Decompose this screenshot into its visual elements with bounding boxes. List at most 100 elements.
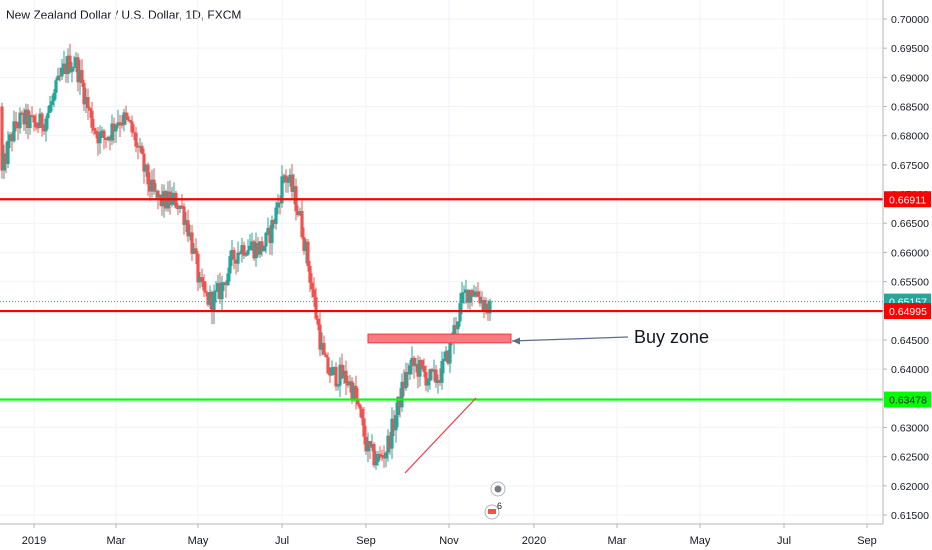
candle[interactable] [478, 290, 482, 307]
candle[interactable] [284, 169, 288, 193]
candle[interactable] [358, 403, 362, 418]
candle[interactable] [260, 236, 264, 257]
candle[interactable] [468, 289, 472, 310]
candle[interactable] [202, 274, 206, 298]
candle[interactable] [488, 298, 492, 322]
candle[interactable] [10, 131, 14, 152]
candle[interactable] [300, 200, 304, 240]
candle[interactable] [396, 396, 400, 428]
candle[interactable] [426, 378, 430, 393]
candle[interactable] [218, 272, 222, 304]
candle[interactable] [262, 245, 266, 252]
candle[interactable] [172, 182, 176, 206]
candle[interactable] [464, 279, 468, 304]
candle[interactable] [108, 135, 112, 151]
candle[interactable] [318, 312, 322, 357]
candle[interactable] [38, 108, 42, 128]
candle[interactable] [236, 241, 240, 273]
candle[interactable] [186, 209, 190, 243]
candle[interactable] [122, 108, 126, 132]
candle[interactable] [272, 218, 276, 229]
candle[interactable] [290, 164, 294, 200]
candle[interactable] [380, 449, 384, 461]
candle[interactable] [220, 275, 224, 311]
candle[interactable] [482, 296, 486, 319]
buy-zone-label[interactable]: Buy zone [634, 327, 709, 347]
candle[interactable] [344, 360, 348, 396]
candle[interactable] [428, 368, 432, 390]
candle[interactable] [54, 77, 58, 100]
candle[interactable] [438, 368, 442, 386]
candle[interactable] [244, 252, 248, 257]
candle[interactable] [134, 127, 138, 153]
candle[interactable] [50, 95, 54, 112]
candle[interactable] [80, 59, 84, 87]
candle[interactable] [382, 445, 386, 468]
candle[interactable] [44, 115, 48, 142]
candle[interactable] [214, 281, 218, 303]
candle[interactable] [30, 106, 34, 118]
candle[interactable] [130, 115, 134, 137]
candle[interactable] [282, 173, 286, 184]
candle[interactable] [90, 101, 94, 134]
candle[interactable] [420, 359, 424, 370]
candle[interactable] [230, 239, 234, 267]
candle[interactable] [222, 281, 226, 291]
candle[interactable] [232, 247, 236, 270]
candle[interactable] [424, 365, 428, 392]
candle[interactable] [392, 410, 396, 437]
candle[interactable] [374, 450, 378, 470]
candle[interactable] [210, 290, 214, 325]
candle[interactable] [274, 201, 278, 230]
candle[interactable] [268, 224, 272, 255]
candle[interactable] [414, 357, 418, 373]
candle[interactable] [454, 316, 458, 336]
candle[interactable] [378, 446, 382, 461]
candle[interactable] [228, 250, 232, 282]
candle[interactable] [66, 48, 70, 83]
candle[interactable] [480, 291, 484, 311]
candle[interactable] [234, 259, 238, 275]
candle[interactable] [128, 119, 132, 124]
candle[interactable] [188, 224, 192, 241]
candle[interactable] [346, 375, 350, 388]
candle[interactable] [266, 217, 270, 236]
candle[interactable] [360, 407, 364, 426]
candle[interactable] [400, 373, 404, 412]
candle[interactable] [28, 111, 32, 135]
candle[interactable] [316, 315, 320, 331]
candle[interactable] [184, 212, 188, 233]
candle[interactable] [140, 142, 144, 155]
candle[interactable] [252, 239, 256, 261]
candle[interactable] [190, 224, 194, 261]
candle[interactable] [146, 162, 150, 196]
candle[interactable] [84, 88, 88, 113]
trend-line[interactable] [404, 397, 477, 474]
candle[interactable] [58, 67, 62, 82]
candle[interactable] [150, 169, 154, 198]
candle[interactable] [154, 183, 158, 199]
candle[interactable] [298, 207, 302, 216]
candle[interactable] [78, 59, 82, 96]
candle[interactable] [82, 79, 86, 112]
candle[interactable] [94, 127, 98, 139]
candle[interactable] [348, 374, 352, 393]
candle[interactable] [444, 346, 448, 362]
candle[interactable] [148, 172, 152, 201]
candle[interactable] [324, 352, 328, 358]
candle[interactable] [440, 351, 444, 390]
candle[interactable] [388, 431, 392, 455]
candle[interactable] [138, 137, 142, 153]
candle[interactable] [102, 128, 106, 150]
candle[interactable] [334, 362, 338, 391]
candle[interactable] [88, 106, 92, 118]
candle[interactable] [302, 227, 306, 255]
candle[interactable] [410, 346, 414, 375]
candle[interactable] [68, 43, 72, 74]
candle[interactable] [366, 432, 370, 463]
candle[interactable] [26, 104, 30, 140]
candle[interactable] [14, 111, 18, 132]
candle[interactable] [342, 365, 346, 384]
candle[interactable] [192, 242, 196, 255]
candle[interactable] [254, 232, 258, 267]
